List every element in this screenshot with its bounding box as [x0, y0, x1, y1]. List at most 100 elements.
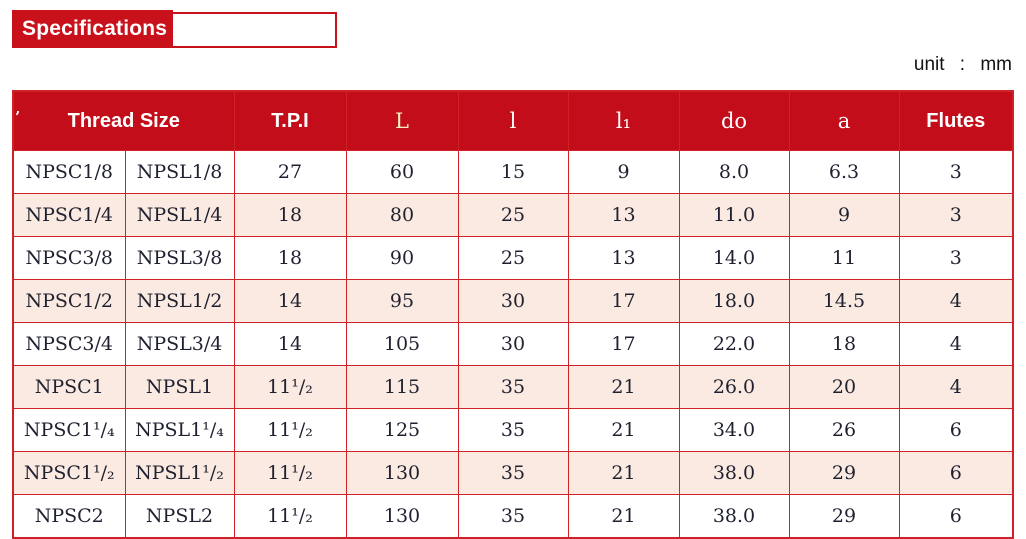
table-cell: 15 — [457, 150, 569, 194]
table-cell: 30 — [457, 322, 569, 366]
table-cell: 34.0 — [678, 408, 790, 452]
table-cell: 90 — [345, 236, 459, 280]
header-a: a — [788, 90, 900, 151]
table-cell: 130 — [345, 451, 459, 495]
table-cell: 6.3 — [788, 150, 900, 194]
table-cell: NPSL2 — [124, 494, 235, 539]
table-cell: 38.0 — [678, 451, 790, 495]
table-cell: NPSC1/8 — [12, 150, 126, 194]
table-row: NPSC1¹/₄ NPSL1¹/₄ 11¹/₂ 125 35 21 34.0 26 6 — [12, 408, 1014, 452]
page-title: Specifications — [12, 10, 174, 48]
table-cell: 35 — [457, 408, 569, 452]
table-cell: 25 — [457, 193, 569, 237]
table-cell: 125 — [345, 408, 459, 452]
table-cell: 35 — [457, 451, 569, 495]
table-cell: 6 — [898, 494, 1014, 539]
table-cell: NPSC3/8 — [12, 236, 126, 280]
table-cell: NPSL3/8 — [124, 236, 235, 280]
table-cell: 6 — [898, 408, 1014, 452]
table-cell: 18.0 — [678, 279, 790, 323]
header-tpi: T.P.I — [233, 90, 347, 151]
specifications-table: ’ Thread Size T.P.I L l l₁ do a Flutes N… — [12, 90, 1014, 539]
table-cell: 3 — [898, 193, 1014, 237]
table-cell: 27 — [233, 150, 347, 194]
table-cell: 21 — [567, 451, 680, 495]
table-row: NPSC1/2 NPSL1/2 14 95 30 17 18.0 14.5 4 — [12, 279, 1014, 323]
table-cell: 9 — [567, 150, 680, 194]
table-cell: NPSL1¹/₄ — [124, 408, 235, 452]
table-cell: 115 — [345, 365, 459, 409]
stray-tick-mark: ’ — [15, 108, 21, 126]
table-cell: 11¹/₂ — [233, 494, 347, 539]
table-cell: 17 — [567, 322, 680, 366]
header-thread-size-label: Thread Size — [67, 109, 180, 132]
table-cell: 21 — [567, 494, 680, 539]
table-cell: 6 — [898, 451, 1014, 495]
table-cell: 26.0 — [678, 365, 790, 409]
table-row: NPSC1/4 NPSL1/4 18 80 25 13 11.0 9 3 — [12, 193, 1014, 237]
table-cell: 35 — [457, 494, 569, 539]
table-cell: 18 — [788, 322, 900, 366]
table-cell: 130 — [345, 494, 459, 539]
table-cell: 18 — [233, 193, 347, 237]
table-cell: 4 — [898, 322, 1014, 366]
table-cell: 25 — [457, 236, 569, 280]
table-cell: 80 — [345, 193, 459, 237]
table-row: NPSC2 NPSL2 11¹/₂ 130 35 21 38.0 29 6 — [12, 494, 1014, 539]
table-cell: NPSL1¹/₂ — [124, 451, 235, 495]
table-row: NPSC1/8 NPSL1/8 27 60 15 9 8.0 6.3 3 — [12, 150, 1014, 194]
table-cell: NPSL1/4 — [124, 193, 235, 237]
header-d0: do — [678, 90, 790, 151]
table-cell: 4 — [898, 279, 1014, 323]
table-body: NPSC1/8 NPSL1/8 27 60 15 9 8.0 6.3 3 NPSC1/4 NPSL1… — [12, 150, 1014, 539]
table-cell: 3 — [898, 236, 1014, 280]
table-cell: 26 — [788, 408, 900, 452]
table-cell: 21 — [567, 408, 680, 452]
table-cell: 21 — [567, 365, 680, 409]
table-cell: 35 — [457, 365, 569, 409]
table-cell: NPSL3/4 — [124, 322, 235, 366]
header-L: L — [345, 90, 459, 151]
table-cell: 14 — [233, 279, 347, 323]
table-cell: 3 — [898, 150, 1014, 194]
table-cell: 11 — [788, 236, 900, 280]
header-flutes: Flutes — [898, 90, 1014, 151]
table-cell: 22.0 — [678, 322, 790, 366]
table-cell: 18 — [233, 236, 347, 280]
table-cell: NPSL1/8 — [124, 150, 235, 194]
header-thread-size: ’ Thread Size — [12, 90, 235, 151]
table-cell: 11¹/₂ — [233, 451, 347, 495]
table-cell: 14.0 — [678, 236, 790, 280]
table-row: NPSC1¹/₂ NPSL1¹/₂ 11¹/₂ 130 35 21 38.0 29 6 — [12, 451, 1014, 495]
table-cell: NPSC1¹/₄ — [12, 408, 126, 452]
table-cell: NPSL1 — [124, 365, 235, 409]
table-cell: 14 — [233, 322, 347, 366]
table-cell: 29 — [788, 451, 900, 495]
table-cell: 17 — [567, 279, 680, 323]
header-row: ’ Thread Size T.P.I L l l₁ do a Flutes — [12, 90, 1014, 151]
title-outline-box — [155, 12, 337, 48]
table-cell: NPSL1/2 — [124, 279, 235, 323]
table-row: NPSC3/4 NPSL3/4 14 105 30 17 22.0 18 4 — [12, 322, 1014, 366]
table-cell: 11.0 — [678, 193, 790, 237]
table-cell: 14.5 — [788, 279, 900, 323]
table-cell: NPSC1/2 — [12, 279, 126, 323]
table-cell: 13 — [567, 193, 680, 237]
table-cell: NPSC2 — [12, 494, 126, 539]
table-cell: NPSC3/4 — [12, 322, 126, 366]
unit-label: unit : mm — [913, 54, 1012, 75]
table-cell: 30 — [457, 279, 569, 323]
table-cell: 38.0 — [678, 494, 790, 539]
table-cell: 29 — [788, 494, 900, 539]
header-l1: l₁ — [567, 90, 680, 151]
table-row: NPSC1 NPSL1 11¹/₂ 115 35 21 26.0 20 4 — [12, 365, 1014, 409]
table-row: NPSC3/8 NPSL3/8 18 90 25 13 14.0 11 3 — [12, 236, 1014, 280]
table-cell: 8.0 — [678, 150, 790, 194]
table-cell: 11¹/₂ — [233, 408, 347, 452]
table-cell: 13 — [567, 236, 680, 280]
table-cell: 9 — [788, 193, 900, 237]
table-cell: NPSC1 — [12, 365, 126, 409]
header-l: l — [457, 90, 569, 151]
table-cell: 11¹/₂ — [233, 365, 347, 409]
table-cell: 4 — [898, 365, 1014, 409]
